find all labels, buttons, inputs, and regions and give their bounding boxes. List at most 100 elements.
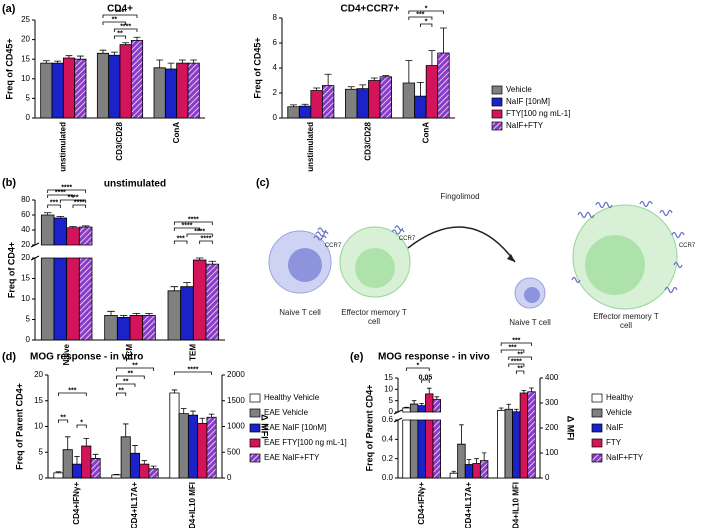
- error-bar: [107, 310, 115, 316]
- error-bar: [122, 42, 130, 45]
- x-tick-label: unstimulated: [58, 122, 67, 172]
- y-tick-label: 10: [21, 294, 30, 303]
- panel-label: (e): [350, 351, 364, 363]
- significance-bracket: [508, 363, 525, 367]
- bar: [345, 88, 358, 119]
- bar: [53, 472, 64, 479]
- error-bar: [440, 27, 447, 53]
- y-tick-label: 0.0: [382, 473, 394, 482]
- error-bar: [190, 410, 196, 416]
- chart: CD4+CCR7+ 0 2 4 6 8 Freq of CD45+ Vehicle NaIF […: [252, 4, 570, 172]
- diagram-label: Effector memory T cell: [593, 312, 659, 330]
- arrowhead: [507, 254, 515, 262]
- legend-swatch: [491, 109, 503, 119]
- y-axis-label: Freq of Parent CD4+: [14, 383, 24, 470]
- diagram-label: Effector memory T cell: [341, 308, 407, 326]
- y2-tick-label: 1000: [227, 422, 245, 431]
- significance-bracket: [72, 204, 87, 208]
- significance-bracket: [47, 204, 61, 208]
- x-tick-label: ConA: [172, 122, 181, 144]
- bar: [130, 39, 144, 119]
- bar: [53, 217, 68, 341]
- bar: [74, 58, 87, 119]
- bar: [119, 44, 132, 119]
- significance-label: **: [517, 365, 523, 372]
- y-tick-label: 15: [21, 274, 30, 283]
- bar: [298, 105, 312, 119]
- error-bar: [451, 470, 457, 474]
- x-tick-label: CD3/CD28: [115, 121, 124, 160]
- chart: unstimulated 0 5 10 15 20 20 40 60 80 Freq of CD4+…: [6, 179, 225, 365]
- error-bar: [498, 407, 504, 411]
- significance-label: ****: [74, 199, 85, 206]
- error-bar: [459, 424, 464, 445]
- bar: [104, 315, 118, 341]
- error-bar: [514, 408, 519, 412]
- legend-swatch: [491, 97, 503, 107]
- legend-label: Vehicle: [606, 408, 632, 417]
- x-tick-label: Naive: [62, 343, 71, 365]
- error-bar: [411, 400, 417, 405]
- significance-bracket: [199, 240, 213, 244]
- bar: [120, 436, 131, 479]
- error-bar: [83, 437, 90, 447]
- bar: [139, 463, 150, 479]
- significance-label: **: [117, 30, 123, 37]
- error-bar: [69, 226, 77, 228]
- y-tick-label: 0: [389, 407, 394, 416]
- y2-axis-label: Δ MFI: [260, 414, 270, 438]
- bar: [192, 259, 207, 341]
- bar: [40, 62, 53, 119]
- bar: [504, 408, 513, 479]
- significance-label: ****: [120, 23, 131, 30]
- y-tick-label: 6: [273, 38, 278, 47]
- significance-bracket: [102, 21, 127, 25]
- bar: [519, 392, 529, 479]
- x-tick-label: CD3/CD28: [364, 121, 373, 160]
- bar: [108, 54, 121, 119]
- bar: [111, 474, 122, 479]
- bar: [512, 411, 521, 479]
- chart: MOG response - in vivo0.00.20.40.6051015…: [364, 337, 643, 528]
- significance-label: **: [123, 378, 129, 385]
- significance-bracket: [515, 370, 525, 374]
- error-bar: [359, 84, 367, 89]
- error-bar: [199, 417, 206, 424]
- bar: [206, 416, 217, 479]
- error-bar: [156, 59, 164, 68]
- y2-tick-label: 400: [545, 373, 559, 382]
- bar: [116, 317, 131, 341]
- bar: [187, 62, 200, 119]
- x-tick-label: ConA: [421, 122, 430, 144]
- error-bar: [404, 406, 409, 408]
- y-tick-label: 5: [389, 396, 394, 405]
- diagram-label: CCR7: [324, 243, 342, 249]
- error-bar: [74, 455, 80, 465]
- significance-bracket: [500, 349, 525, 353]
- legend-label: EAE FTY[100 ng mL-1]: [264, 438, 347, 447]
- bar: [90, 458, 101, 479]
- bar: [425, 65, 439, 119]
- significance-bracket: [116, 375, 145, 379]
- significance-bracket: [47, 194, 74, 198]
- significance-bracket: [116, 392, 127, 396]
- significance-bracket: [186, 233, 213, 237]
- error-bar: [55, 471, 62, 473]
- error-bar: [290, 104, 297, 107]
- bar: [464, 464, 474, 479]
- y-tick-label: 20: [21, 35, 30, 44]
- significance-label: *: [425, 18, 428, 25]
- legend-label: NaIF: [606, 423, 623, 432]
- significance-label: ****: [182, 222, 193, 229]
- legend-swatch: [591, 438, 603, 448]
- significance-label: ****: [61, 184, 72, 191]
- error-bar: [65, 55, 73, 59]
- significance-bracket: [102, 14, 138, 18]
- significance-bracket: [406, 367, 430, 371]
- error-bar: [313, 87, 321, 91]
- significance-bracket: [408, 16, 433, 20]
- y-tick-label: 20: [21, 253, 30, 262]
- bar: [425, 393, 434, 479]
- significance-bracket: [420, 23, 433, 27]
